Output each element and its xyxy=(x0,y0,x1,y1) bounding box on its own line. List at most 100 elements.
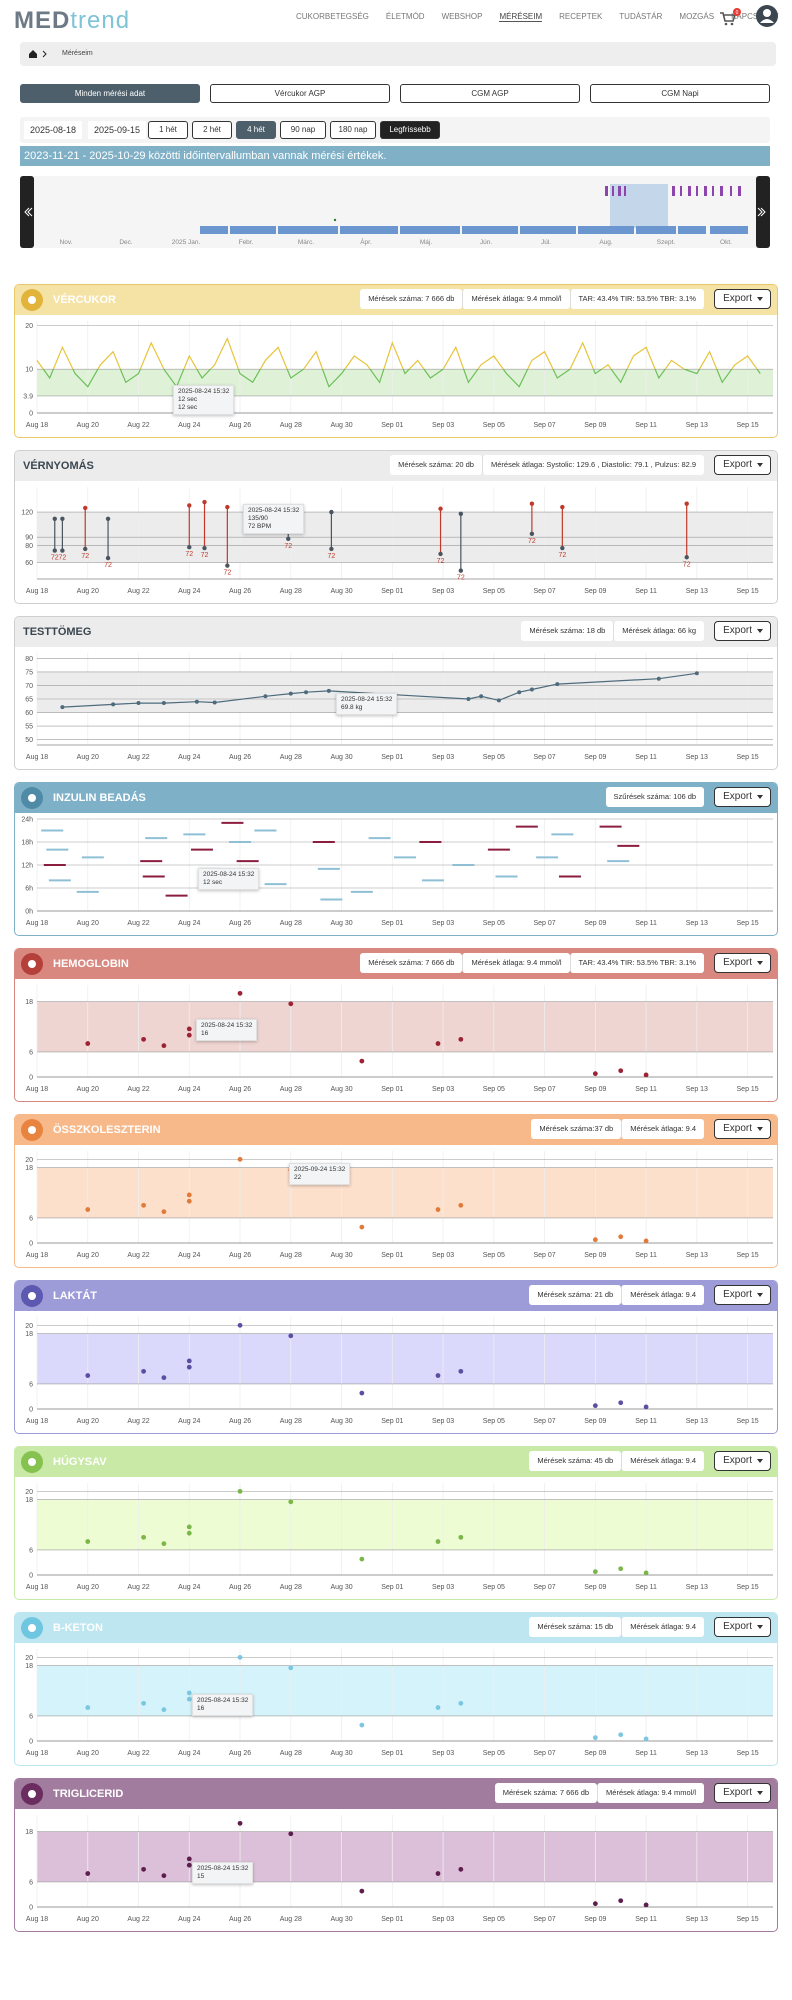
export-button[interactable]: Export xyxy=(714,953,771,973)
systolic xyxy=(202,499,207,505)
export-button[interactable]: Export xyxy=(714,1783,771,1803)
x-tick-label: Aug 20 xyxy=(77,920,99,927)
nav-item[interactable]: MOZGÁS xyxy=(679,12,715,21)
nav-item[interactable]: WEBSHOP xyxy=(441,12,483,21)
logo[interactable]: MEDtrend xyxy=(14,7,130,35)
panel-chart: Aug 18 Aug 20 Aug 22 Aug 24 Aug 26 Aug 28 Aug … xyxy=(21,817,773,927)
series-line xyxy=(36,336,761,388)
nav-item[interactable]: KAPCSOLAT xyxy=(731,12,779,21)
timeline-next[interactable] xyxy=(756,176,770,248)
point xyxy=(618,1732,624,1738)
notice: 2023-11-21 - 2025-10-29 közötti időinter… xyxy=(20,146,770,166)
range-button[interactable]: Legfrissebb xyxy=(380,121,440,139)
tab[interactable]: Vércukor AGP xyxy=(210,84,390,103)
export-button[interactable]: Export xyxy=(714,1451,771,1471)
x-tick-label: Sep 07 xyxy=(533,1750,555,1757)
tooltip-line: 72 BPM xyxy=(248,523,272,530)
tooltip-line: 135/90 xyxy=(248,515,268,522)
x-tick-label: Aug 30 xyxy=(330,1584,352,1591)
panel-stats: Mérések száma:37 db Mérések átlaga: 9.4 Ex… xyxy=(531,1119,771,1139)
pulse-label: 72 xyxy=(104,562,112,569)
systolic xyxy=(458,511,464,516)
export-button[interactable]: Export xyxy=(714,621,771,641)
point xyxy=(288,1001,294,1007)
x-tick-label: Sep 13 xyxy=(686,422,708,429)
x-tick-label: Aug 24 xyxy=(178,422,200,429)
timeline-bars xyxy=(200,226,748,234)
tab[interactable]: CGM AGP xyxy=(400,84,580,103)
panel-header: TRIGLICERID Mérések száma: 7 666 db Mérése… xyxy=(15,1779,777,1809)
export-button[interactable]: Export xyxy=(714,455,771,475)
point xyxy=(186,1524,192,1530)
export-button[interactable]: Export xyxy=(714,1285,771,1305)
tab[interactable]: CGM Napi xyxy=(590,84,770,103)
export-button[interactable]: Export xyxy=(714,787,771,807)
x-tick-label: Aug 20 xyxy=(77,422,99,429)
tooltip: 2025-09-24 15:32 22 xyxy=(289,1163,351,1185)
target-band xyxy=(37,1333,773,1384)
point xyxy=(359,1888,365,1894)
point xyxy=(592,1735,598,1741)
x-tick-label: Aug 22 xyxy=(127,754,149,761)
x-tick-label: Sep 13 xyxy=(686,920,708,927)
tooltip: 2025-08-24 15:32 12 sec xyxy=(198,868,260,890)
timeline-prev[interactable] xyxy=(20,176,34,248)
range-button[interactable]: 90 nap xyxy=(280,121,326,139)
x-tick-label: Aug 24 xyxy=(178,1252,200,1259)
panel-icon xyxy=(21,953,43,975)
nav-item[interactable]: CUKORBETEGSÉG xyxy=(296,12,369,21)
pulse-label: 72 xyxy=(558,552,566,559)
point xyxy=(592,1237,598,1243)
systolic xyxy=(60,516,65,521)
export-button[interactable]: Export xyxy=(714,289,771,309)
timeline-month: 2025 Jan. xyxy=(172,239,201,246)
cart-wheel xyxy=(730,22,734,26)
y-tick-label: 80 xyxy=(25,656,33,663)
nav-item[interactable]: RECEPTEK xyxy=(559,12,603,21)
y-tick-label: 18 xyxy=(25,1663,33,1670)
nav-item[interactable]: TUDÁSTÁR xyxy=(619,12,663,21)
point xyxy=(592,1901,598,1907)
range-button[interactable]: 2 hét xyxy=(192,121,232,139)
x-tick-label: Aug 26 xyxy=(229,1750,251,1757)
tab[interactable]: Minden mérési adat xyxy=(20,84,200,103)
next-arrow xyxy=(757,207,766,217)
x-tick-label: Aug 26 xyxy=(229,1252,251,1259)
x-tick-label: Sep 01 xyxy=(381,1584,403,1591)
point xyxy=(186,1192,192,1198)
export-button[interactable]: Export xyxy=(714,1119,771,1139)
date-to[interactable]: 2025-09-15 xyxy=(88,121,147,139)
diastolic xyxy=(187,545,192,550)
export-button[interactable]: Export xyxy=(714,1617,771,1637)
x-tick-label: Sep 13 xyxy=(686,754,708,761)
x-tick-label: Sep 01 xyxy=(381,588,403,595)
panel-title: B-KETON xyxy=(53,1622,103,1634)
point xyxy=(237,1820,243,1826)
timeline-ticks xyxy=(605,186,741,196)
range-button[interactable]: 4 hét xyxy=(236,121,276,139)
panel-header: TESTTÖMEG Mérések száma: 18 db Mérések átl… xyxy=(15,617,777,647)
nav-item[interactable]: ÉLETMÓD xyxy=(385,12,425,21)
tooltip: 2025-08-24 15:32 15 xyxy=(192,1862,254,1884)
y-tick-label: 6 xyxy=(29,1049,33,1056)
home-icon[interactable] xyxy=(29,50,37,58)
point xyxy=(111,702,116,707)
y-tick-label: 18 xyxy=(25,1331,33,1338)
point xyxy=(479,694,484,699)
x-tick-label: Aug 28 xyxy=(280,1086,302,1093)
range-button[interactable]: 1 hét xyxy=(148,121,188,139)
cart[interactable]: 0 xyxy=(718,8,742,28)
point xyxy=(304,690,309,695)
x-tick-label: Aug 26 xyxy=(229,422,251,429)
x-tick-label: Sep 11 xyxy=(635,1418,657,1425)
panel-stats: Mérések száma: 7 666 db Mérések átlaga: 9… xyxy=(360,289,771,309)
date-from[interactable]: 2025-08-18 xyxy=(24,121,83,139)
avatar[interactable] xyxy=(756,5,778,27)
pulse-label: 72 xyxy=(328,553,336,560)
target-band xyxy=(37,1167,773,1218)
y-tick-label: 0 xyxy=(29,1739,33,1746)
pulse-label: 72 xyxy=(284,543,292,550)
stat: Mérések átlaga: 9.4 mmol/l xyxy=(597,1783,705,1803)
range-button[interactable]: 180 nap xyxy=(330,121,376,139)
nav-item[interactable]: MÉRÉSEIM xyxy=(499,12,543,22)
